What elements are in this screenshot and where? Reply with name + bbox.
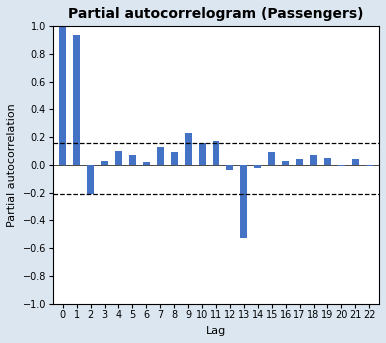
Bar <box>185 133 191 165</box>
Bar <box>171 152 178 165</box>
Bar <box>254 165 261 168</box>
Bar <box>157 147 164 165</box>
Bar <box>115 151 122 165</box>
Bar <box>296 159 303 165</box>
Bar <box>73 35 80 165</box>
Bar <box>213 141 220 165</box>
Bar <box>198 143 206 165</box>
Bar <box>310 155 317 165</box>
Bar <box>366 165 373 166</box>
Title: Partial autocorrelogram (Passengers): Partial autocorrelogram (Passengers) <box>68 7 364 21</box>
X-axis label: Lag: Lag <box>206 326 226 336</box>
Bar <box>324 158 331 165</box>
Bar <box>268 152 275 165</box>
Bar <box>352 159 359 165</box>
Bar <box>282 161 289 165</box>
Bar <box>143 162 150 165</box>
Y-axis label: Partial autocorrelation: Partial autocorrelation <box>7 103 17 227</box>
Bar <box>59 26 66 165</box>
Bar <box>240 165 247 238</box>
Bar <box>101 161 108 165</box>
Bar <box>87 165 94 194</box>
Bar <box>227 165 234 170</box>
Bar <box>338 165 345 166</box>
Bar <box>129 155 136 165</box>
